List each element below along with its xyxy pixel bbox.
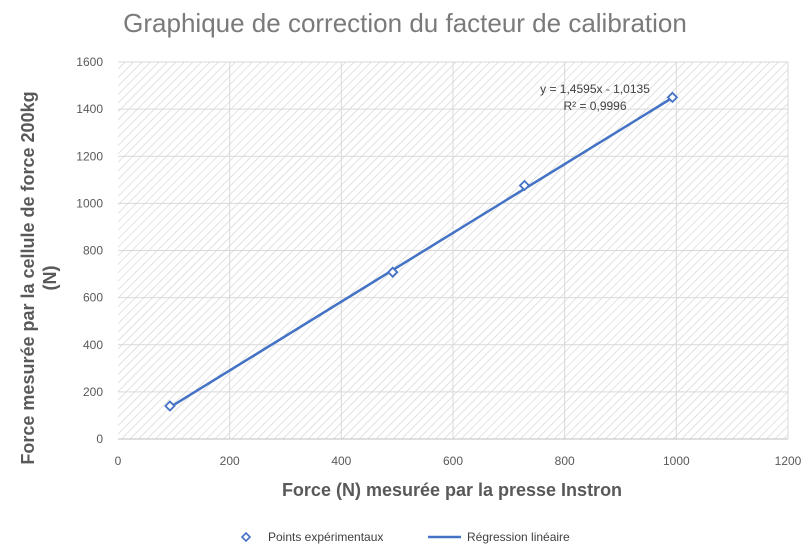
x-tick-label: 0 <box>115 454 122 468</box>
y-tick-label: 1400 <box>76 102 103 116</box>
y-tick-label: 1600 <box>76 55 103 69</box>
y-tick-label: 200 <box>83 385 103 399</box>
data-point <box>518 179 531 192</box>
gridlines <box>118 61 789 439</box>
x-tick-label: 400 <box>331 454 351 468</box>
x-tick-label: 1200 <box>775 454 802 468</box>
y-tick-label: 0 <box>96 432 103 446</box>
x-axis-title: Force (N) mesurée par la presse Instron <box>282 480 622 500</box>
data-point <box>666 91 679 104</box>
x-tick-label: 600 <box>443 454 463 468</box>
y-tick-label: 1000 <box>76 196 103 210</box>
y-tick-label: 600 <box>83 291 103 305</box>
y-tick-label: 400 <box>83 338 103 352</box>
data-points <box>164 91 679 412</box>
y-axis-title-line1: Force mesurée par la cellule de force 20… <box>18 91 38 464</box>
legend: Points expérimentaux Régression linéaire <box>240 530 570 544</box>
legend-diamond <box>240 531 252 543</box>
legend-marker-points <box>240 531 252 543</box>
y-axis-title: Force mesurée par la cellule de force 20… <box>18 91 60 464</box>
r-squared-label: R² = 0,9996 <box>563 99 626 113</box>
x-tick-label: 1000 <box>663 454 690 468</box>
x-axis-ticks: 0 200 400 600 800 1000 1200 <box>115 454 802 468</box>
legend-label-points: Points expérimentaux <box>268 530 383 544</box>
x-tick-label: 200 <box>220 454 240 468</box>
x-tick-label: 800 <box>555 454 575 468</box>
legend-label-line: Régression linéaire <box>467 530 570 544</box>
data-point <box>386 266 399 278</box>
regression-line <box>169 96 674 409</box>
y-tick-label: 1200 <box>76 149 103 163</box>
equation-label: y = 1,4595x - 1,0135 <box>540 82 650 96</box>
y-tick-label: 800 <box>83 244 103 258</box>
y-axis-title-line2: (N) <box>40 266 60 291</box>
y-axis-ticks: 0 200 400 600 800 1000 1200 1400 1600 <box>76 55 103 446</box>
chart-title: Graphique de correction du facteur de ca… <box>123 8 687 38</box>
data-point <box>164 400 176 412</box>
